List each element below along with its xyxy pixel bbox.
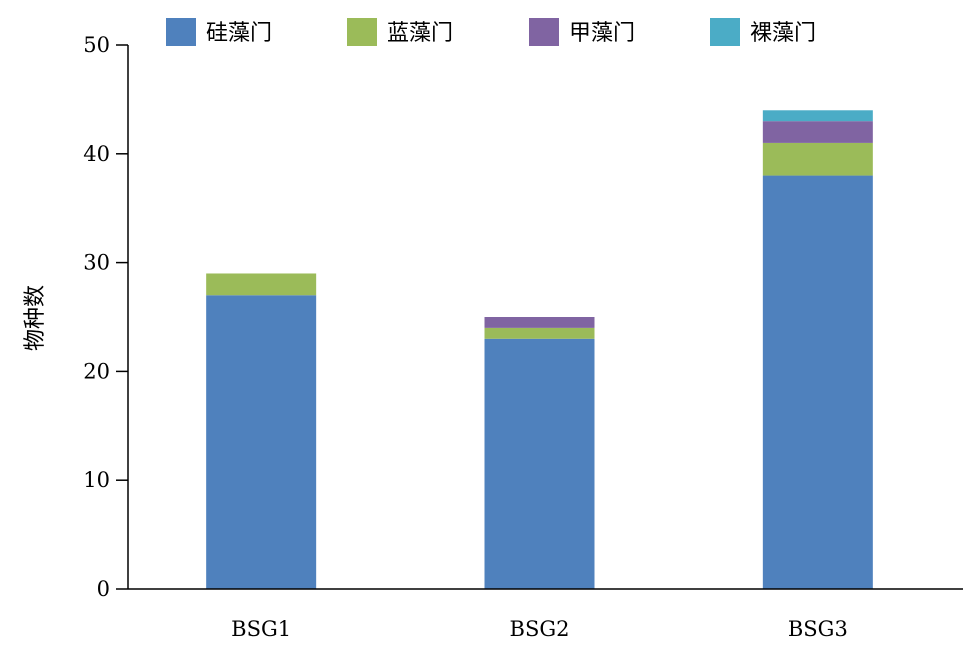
legend-label-3: 裸藻门 [750,21,816,46]
bar-BSG3-series-2 [762,121,873,143]
bar-BSG2-series-1 [484,327,595,339]
bar-BSG3-series-1 [762,142,873,176]
legend-swatch-3 [710,18,740,46]
legend-label-0: 硅藻门 [206,21,272,46]
y-tick-label-40: 40 [83,142,110,166]
x-tick-label-BSG3: BSG3 [788,617,848,641]
x-tick-label-BSG2: BSG2 [510,617,570,641]
bar-BSG2-series-2 [484,317,595,328]
y-tick-label-20: 20 [83,359,110,383]
bars [206,110,873,589]
legend-swatch-1 [347,18,377,46]
x-tick-label-BSG1: BSG1 [231,617,291,641]
x-axis: BSG1 BSG2 BSG3 [128,588,963,641]
legend-label-1: 蓝藻门 [387,21,453,46]
bar-BSG3-series-3 [762,110,873,122]
y-tick-label-50: 50 [83,33,110,57]
bar-BSG3-series-0 [762,175,873,589]
legend: 硅藻门 蓝藻门 甲藻门 裸藻门 [166,18,816,46]
legend-label-2: 甲藻门 [569,21,635,46]
y-axis-title: 物种数 [23,285,48,351]
y-tick-label-10: 10 [83,468,110,492]
bar-BSG2-series-0 [484,338,595,589]
bar-BSG1-series-1 [206,273,317,296]
y-tick-label-30: 30 [83,251,110,275]
legend-swatch-0 [166,18,196,46]
y-tick-label-0: 0 [97,577,110,601]
legend-swatch-2 [529,18,559,46]
y-axis: 0 10 20 30 40 50 [83,33,129,601]
bar-BSG1-series-0 [206,295,317,589]
